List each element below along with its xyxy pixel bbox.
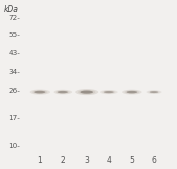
Text: kDa: kDa xyxy=(4,5,18,14)
Ellipse shape xyxy=(30,90,50,95)
Ellipse shape xyxy=(102,91,116,94)
Text: 5: 5 xyxy=(129,156,134,165)
Ellipse shape xyxy=(127,91,137,93)
Ellipse shape xyxy=(35,91,45,93)
Text: 2: 2 xyxy=(61,156,65,165)
Ellipse shape xyxy=(129,91,135,93)
Ellipse shape xyxy=(122,90,142,94)
Ellipse shape xyxy=(56,90,70,94)
Text: 55-: 55- xyxy=(8,32,20,39)
Ellipse shape xyxy=(152,92,156,93)
Ellipse shape xyxy=(37,91,43,93)
Ellipse shape xyxy=(100,90,118,94)
Ellipse shape xyxy=(104,91,113,93)
Ellipse shape xyxy=(53,90,72,94)
Ellipse shape xyxy=(58,91,68,93)
Ellipse shape xyxy=(78,90,95,94)
Ellipse shape xyxy=(34,91,45,93)
Ellipse shape xyxy=(58,91,67,93)
Ellipse shape xyxy=(75,89,98,95)
Ellipse shape xyxy=(83,91,90,93)
Ellipse shape xyxy=(81,91,92,94)
Text: 34-: 34- xyxy=(8,69,20,75)
Ellipse shape xyxy=(127,91,137,93)
Text: 43-: 43- xyxy=(8,50,20,56)
Text: 72-: 72- xyxy=(8,15,20,21)
Ellipse shape xyxy=(60,91,66,93)
Ellipse shape xyxy=(150,91,158,93)
Ellipse shape xyxy=(80,91,93,94)
Ellipse shape xyxy=(146,90,162,94)
Text: 26-: 26- xyxy=(8,88,20,94)
Text: 3: 3 xyxy=(84,156,89,165)
Text: 4: 4 xyxy=(106,156,111,165)
Ellipse shape xyxy=(106,91,112,93)
Text: 1: 1 xyxy=(38,156,42,165)
Ellipse shape xyxy=(104,91,114,93)
Ellipse shape xyxy=(148,91,160,93)
Ellipse shape xyxy=(150,91,158,93)
Text: 17-: 17- xyxy=(8,115,20,121)
Ellipse shape xyxy=(32,90,47,94)
Ellipse shape xyxy=(125,90,139,94)
Text: 10-: 10- xyxy=(8,143,20,149)
Text: 6: 6 xyxy=(152,156,156,165)
